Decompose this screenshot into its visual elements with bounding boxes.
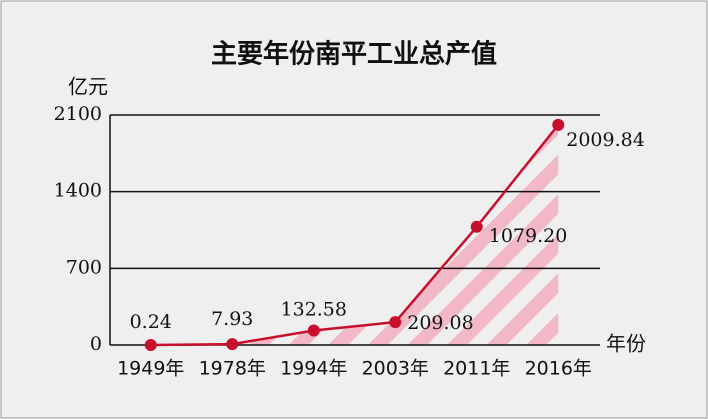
data-label: 132.58 [281,298,347,320]
data-label: 0.24 [130,311,172,333]
line [150,124,560,347]
data-label: 7.93 [211,308,253,330]
x-tick-label: 2003年 [362,358,429,380]
x-tick-label: 1978年 [199,358,266,380]
chart-title: 主要年份南平工业总产值 [211,39,497,70]
y-tick-label: 1400 [54,180,102,202]
point [470,220,483,233]
point [226,338,239,351]
x-tick-label: 2011年 [443,358,510,380]
x-tick-label: 2016年 [525,358,592,380]
y-tick-label: 700 [66,256,102,278]
data-label: 1079.20 [489,225,568,247]
y-tick-label: 0 [90,333,102,355]
point [552,118,565,131]
x-tick-label: 1994年 [280,358,347,380]
area [150,124,559,345]
point [144,338,157,351]
point [389,316,402,329]
data-label: 209.08 [407,312,473,334]
y-axis-label: 亿元 [68,75,108,99]
x-axis-label: 年份 [606,332,646,356]
x-tick-label: 1949年 [117,358,184,380]
point [307,324,320,337]
data-label: 2009.84 [566,129,645,151]
y-tick-label: 2100 [54,103,102,125]
